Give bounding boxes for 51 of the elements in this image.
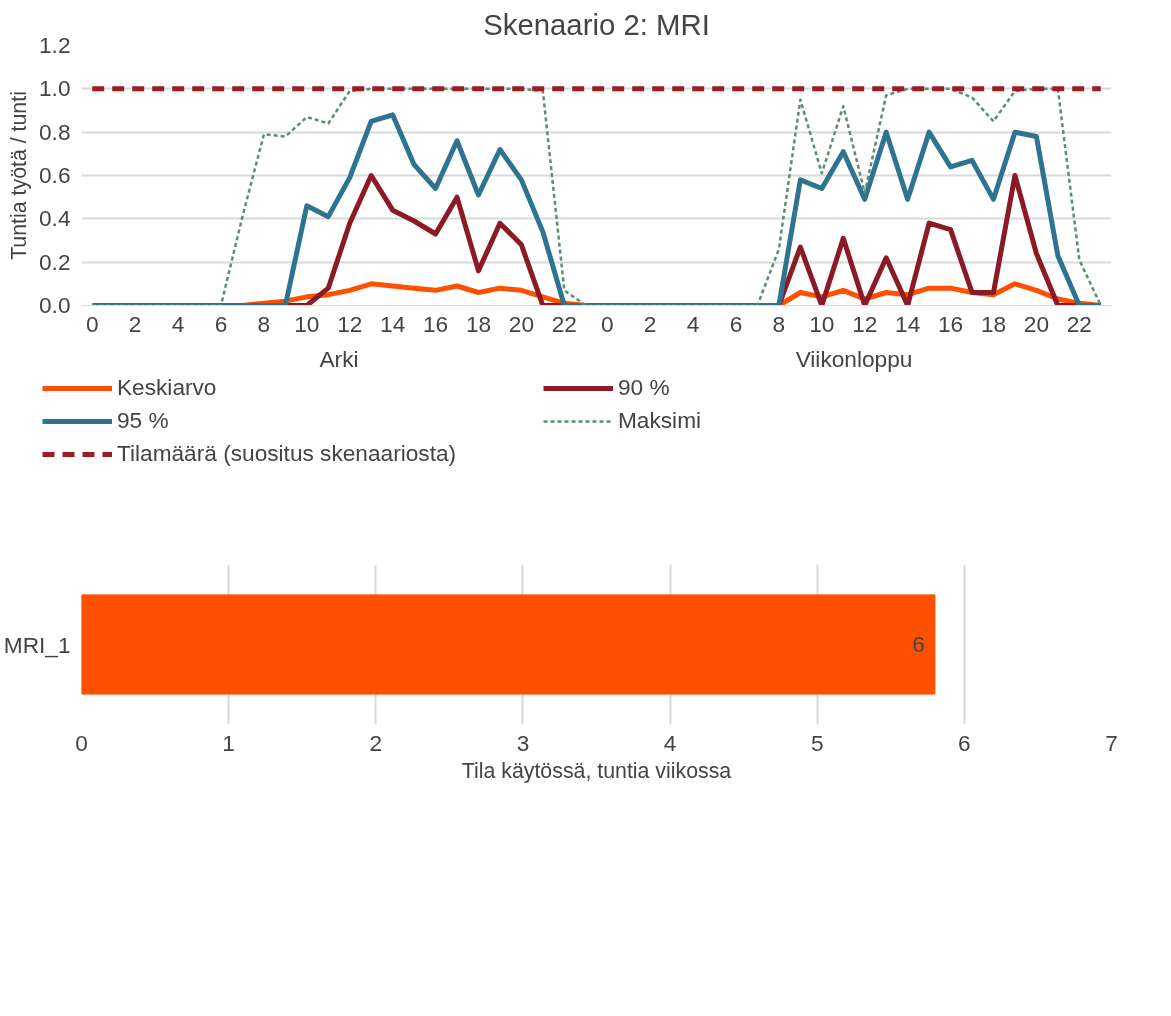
x-tick-label: 6	[214, 310, 228, 337]
legend-label: 95 %	[116, 407, 170, 434]
x-tick-label: 10	[809, 310, 835, 337]
text: Arki	[319, 345, 359, 372]
x-tick-label: 16	[422, 310, 449, 337]
x-tick-label: 16	[937, 310, 964, 337]
x-tick-label: 18	[980, 310, 1007, 337]
y-tick-label: 0.6	[39, 162, 71, 188]
x-tick-label: 0	[600, 310, 614, 337]
x-tick-label: 20	[1023, 310, 1049, 337]
y-tick-label: 1.0	[39, 75, 71, 102]
legend-label: Keskiarvo	[116, 374, 218, 401]
x-tick-label: 8	[772, 310, 786, 337]
x-tick-label: 8	[257, 310, 271, 337]
x-tick-label: 12	[852, 310, 878, 337]
x-tick-label: 3	[516, 729, 530, 756]
x-tick-label: 14	[380, 310, 406, 337]
x-tick-label: 22	[1066, 310, 1092, 337]
x-tick-label: 4	[686, 310, 700, 337]
x-tick-label: 0	[85, 310, 99, 337]
x-tick-label: 10	[294, 310, 320, 337]
x-tick-label: 4	[171, 310, 185, 337]
x-tick-label: 18	[465, 310, 492, 337]
chart-title: Skenaario 2: MRI	[483, 7, 710, 41]
y-tick-label: 0.8	[39, 118, 71, 145]
y-tick-label: 0.0	[39, 292, 71, 318]
x-tick-label: 7	[1105, 729, 1118, 756]
y-axis-title: Tuntia työtä / tunti	[7, 91, 31, 260]
x-tick-label: 4	[663, 729, 677, 756]
x-tick-label: 0	[75, 729, 88, 756]
y-tick-label: MRI_1	[3, 631, 71, 658]
x-tick-label: 6	[729, 310, 743, 337]
x-tick-label: 14	[895, 310, 921, 337]
x-tick-label: 2	[369, 729, 383, 756]
x-tick-label: 2	[643, 310, 657, 337]
y-tick-label: 1.2	[39, 32, 71, 58]
legend-label: Maksimi	[617, 407, 703, 434]
text: Viikonloppu	[795, 345, 913, 372]
legend-label: Tilamäärä (suositus skenaariosta)	[116, 440, 458, 467]
y-tick-label: 0.4	[39, 205, 71, 232]
x-axis-title: Tila käytössä, tuntia viikossa	[461, 758, 732, 783]
x-tick-label: 1	[222, 729, 235, 756]
x-tick-label: 12	[337, 310, 363, 337]
x-tick-label: 22	[551, 310, 577, 337]
x-tick-label: 2	[128, 310, 142, 337]
x-tick-label: 6	[958, 729, 971, 756]
x-tick-label: 20	[508, 310, 534, 337]
x-tick-label: 5	[810, 729, 824, 756]
data-label: 6	[912, 631, 925, 657]
legend-label: 90 %	[617, 374, 671, 401]
y-tick-label: 0.2	[39, 248, 71, 275]
